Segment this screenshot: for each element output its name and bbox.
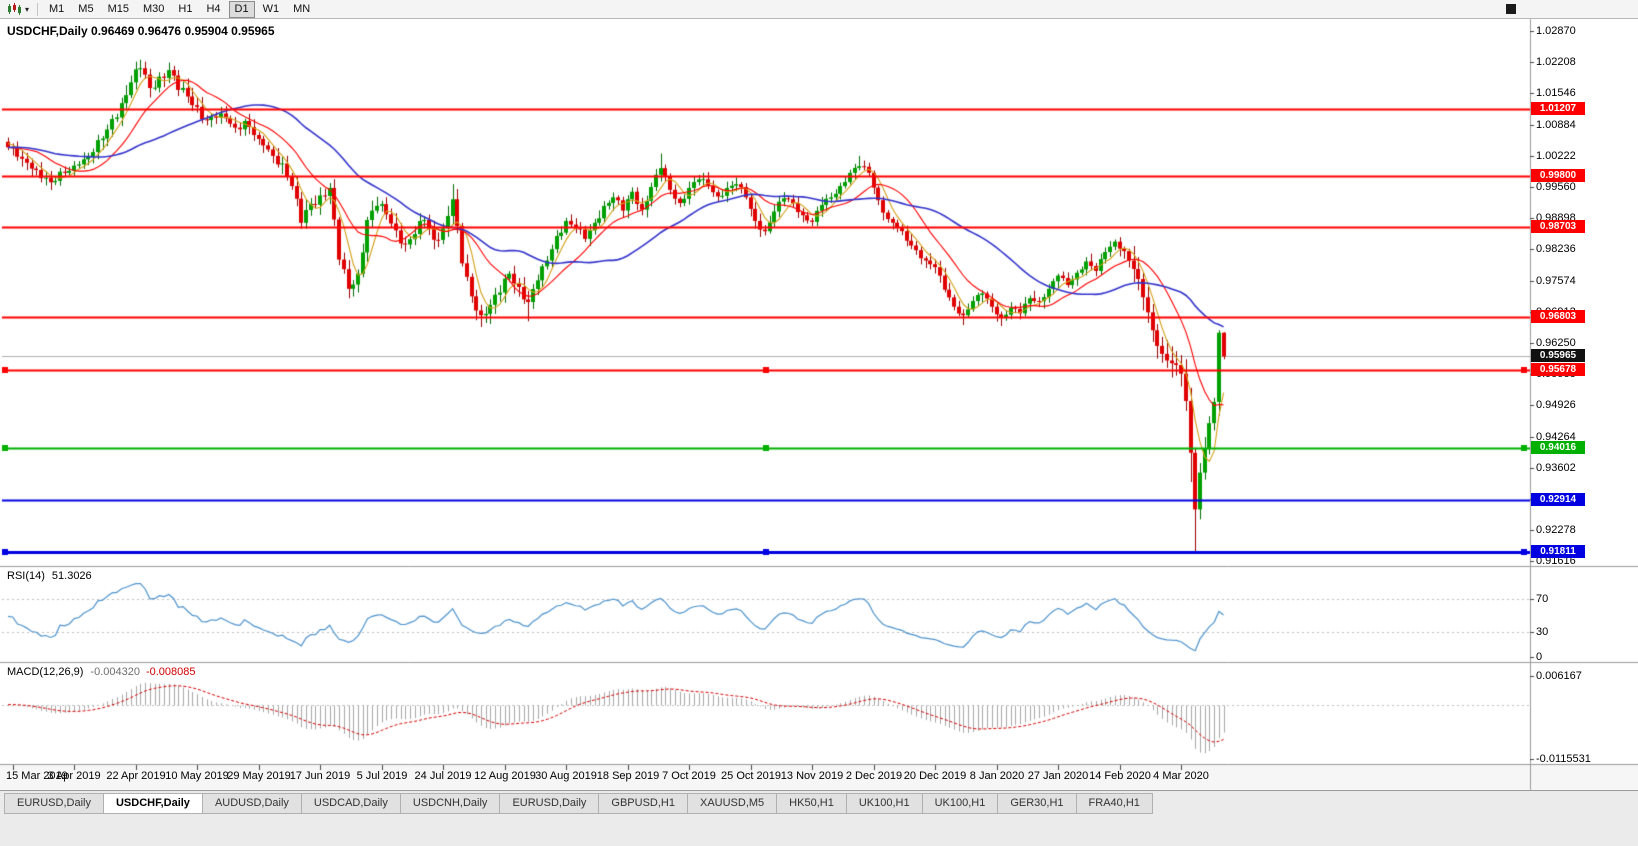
chart-type-icon[interactable]: ▾ bbox=[3, 1, 33, 18]
candlestick-chart-icon bbox=[8, 3, 21, 15]
chart-tab-uk100-h1[interactable]: UK100,H1 bbox=[846, 793, 923, 814]
chart-tab-audusd-daily[interactable]: AUDUSD,Daily bbox=[202, 793, 302, 814]
timeframe-button-m1[interactable]: M1 bbox=[43, 1, 70, 18]
chart-tab-xauusd-m5[interactable]: XAUUSD,M5 bbox=[687, 793, 778, 814]
timeframe-button-h4[interactable]: H4 bbox=[200, 1, 226, 18]
timeframe-button-m15[interactable]: M15 bbox=[102, 1, 135, 18]
timeframe-button-m5[interactable]: M5 bbox=[72, 1, 99, 18]
timeframe-button-m30[interactable]: M30 bbox=[137, 1, 170, 18]
chart-tab-hk50-h1[interactable]: HK50,H1 bbox=[777, 793, 847, 814]
chart-tab-fra40-h1[interactable]: FRA40,H1 bbox=[1076, 793, 1153, 814]
chart-tab-usdchf-daily[interactable]: USDCHF,Daily bbox=[103, 793, 203, 814]
chart-tab-usdcnh-daily[interactable]: USDCNH,Daily bbox=[400, 793, 501, 814]
chart-tab-eurusd-daily[interactable]: EURUSD,Daily bbox=[4, 793, 104, 814]
toolbar-separator bbox=[37, 2, 39, 16]
toolbar: ▾ M1 M5 M15 M30 H1 H4 D1 W1 MN bbox=[0, 0, 1638, 19]
chart-tab-usdcad-daily[interactable]: USDCAD,Daily bbox=[301, 793, 401, 814]
window-restore-icon[interactable] bbox=[1506, 4, 1516, 14]
chart-tab-ger30-h1[interactable]: GER30,H1 bbox=[998, 793, 1077, 814]
chevron-down-icon: ▾ bbox=[25, 4, 30, 14]
timeframe-buttons: M1 M5 M15 M30 H1 H4 D1 W1 MN bbox=[42, 0, 317, 18]
chart-tab-uk100-h1[interactable]: UK100,H1 bbox=[922, 793, 999, 814]
timeframe-button-w1[interactable]: W1 bbox=[257, 1, 286, 18]
chart-tab-gbpusd-h1[interactable]: GBPUSD,H1 bbox=[599, 793, 688, 814]
chart-tab-bar: EURUSD,Daily USDCHF,Daily AUDUSD,Daily USDC… bbox=[0, 790, 1638, 846]
chart-tab-eurusd-daily[interactable]: EURUSD,Daily bbox=[500, 793, 600, 814]
timeframe-button-d1[interactable]: D1 bbox=[228, 0, 255, 18]
timeframe-button-h1[interactable]: H1 bbox=[172, 1, 198, 18]
timeframe-button-mn[interactable]: MN bbox=[287, 1, 316, 18]
